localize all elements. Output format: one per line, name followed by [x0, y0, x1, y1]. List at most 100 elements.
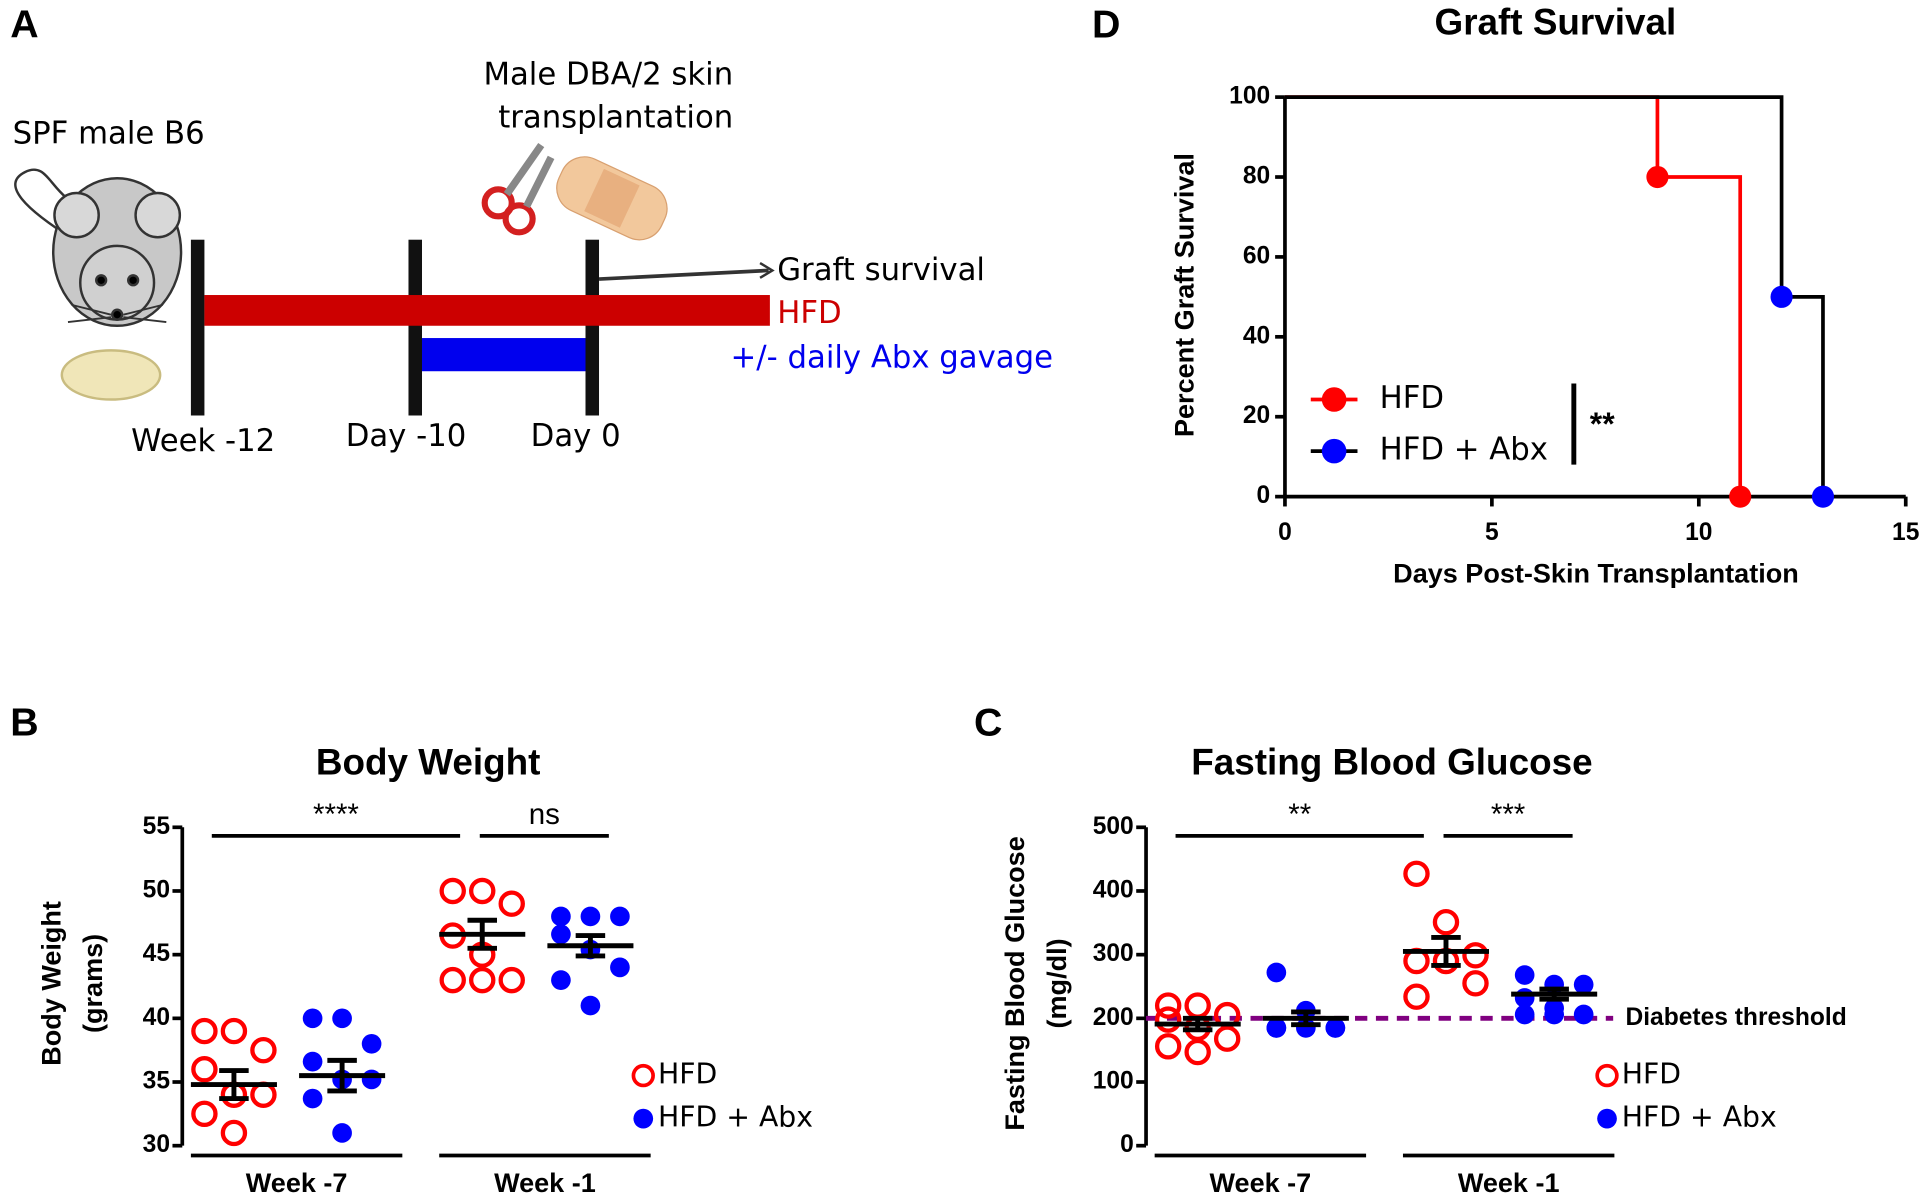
- timepoint-label: Day 0: [531, 418, 621, 454]
- data-point: [302, 1088, 323, 1109]
- panel-label: C: [974, 701, 1002, 745]
- data-point: [1184, 1038, 1211, 1066]
- data-point: [191, 1100, 218, 1128]
- data-point: [551, 970, 571, 990]
- group-label: Week -7: [1210, 1168, 1312, 1198]
- significance-label: ns: [529, 798, 560, 831]
- timeline-marker: [408, 239, 423, 416]
- legend-marker: [633, 1108, 654, 1129]
- data-point: [469, 877, 496, 905]
- data-point: [1462, 970, 1489, 997]
- data-point: [580, 995, 601, 1016]
- mouse-icon: [14, 168, 183, 401]
- y-tick-label: 0: [1257, 482, 1271, 509]
- data-point: [1544, 1004, 1564, 1025]
- significance-label: ****: [313, 798, 359, 831]
- group-label: Week -1: [494, 1168, 596, 1198]
- donor-label: Male DBA/2 skin: [483, 57, 733, 93]
- diet-bar: [204, 295, 770, 326]
- data-point: [302, 1008, 323, 1029]
- event-marker: [1811, 485, 1835, 508]
- threshold-label: Diabetes threshold: [1625, 1004, 1846, 1031]
- data-point: [302, 1051, 323, 1072]
- timeline-marker: [190, 239, 205, 416]
- data-point: [498, 966, 525, 994]
- legend-marker: [631, 1063, 655, 1088]
- scissors-icon: [481, 142, 555, 236]
- event-marker: [1770, 285, 1793, 308]
- y-axis-label: Percent Graft Survival: [1170, 153, 1200, 437]
- chart-title: Fasting Blood Glucose: [1191, 741, 1592, 782]
- timepoint-label: Day -10: [346, 418, 467, 454]
- significance-label: **: [1590, 406, 1615, 442]
- data-point: [220, 1119, 248, 1147]
- data-point: [610, 906, 630, 927]
- data-point: [361, 1033, 382, 1054]
- data-point: [551, 924, 571, 945]
- data-point: [1514, 965, 1535, 985]
- data-point: [1154, 1006, 1182, 1033]
- panel-a: A SPF male B6 Male DBA/2 skin transplant…: [10, 2, 1053, 459]
- chart-title: Graft Survival: [1435, 1, 1677, 42]
- significance-label: ***: [1491, 798, 1526, 831]
- y-tick-label: 100: [1229, 83, 1270, 110]
- error-bar: [327, 1057, 357, 1094]
- legend-marker: [1321, 387, 1347, 412]
- subject-label: SPF male B6: [13, 116, 205, 152]
- data-point: [1184, 992, 1211, 1019]
- readout-arrow: [598, 268, 769, 281]
- data-point: [439, 966, 466, 994]
- y-tick-label: 400: [1093, 876, 1134, 903]
- data-point: [1462, 942, 1489, 969]
- readout-label: Graft survival: [777, 252, 985, 288]
- significance-label: **: [1288, 798, 1311, 831]
- y-tick-label: 100: [1093, 1068, 1134, 1095]
- error-bar: [1539, 986, 1569, 1002]
- x-tick-label: 0: [1278, 519, 1292, 546]
- diet-label: HFD: [777, 295, 841, 331]
- chart-title: Body Weight: [316, 741, 541, 782]
- data-point: [361, 1069, 382, 1090]
- bandage-icon: [556, 156, 668, 241]
- x-tick-label: 5: [1485, 519, 1499, 546]
- error-bar: [1182, 1015, 1213, 1033]
- data-point: [551, 906, 571, 927]
- data-point: [1266, 962, 1287, 983]
- y-tick-label: 40: [1243, 322, 1270, 349]
- data-point: [1403, 983, 1430, 1010]
- data-point: [1154, 1033, 1182, 1060]
- y-tick-label: 30: [143, 1131, 170, 1158]
- x-tick-label: 15: [1892, 519, 1919, 546]
- x-axis-label: Days Post-Skin Transplantation: [1393, 558, 1799, 588]
- y-tick-label: 45: [143, 940, 170, 967]
- data-point: [1154, 992, 1182, 1019]
- data-point: [191, 1056, 218, 1083]
- y-tick-label: 500: [1093, 813, 1134, 840]
- error-bar: [1291, 1009, 1321, 1028]
- data-point: [1403, 860, 1430, 887]
- y-tick-label: 35: [143, 1068, 170, 1095]
- survival-curve: [1284, 95, 1825, 497]
- y-tick-label: 200: [1093, 1004, 1134, 1031]
- legend-marker: [1597, 1108, 1617, 1129]
- data-point: [1573, 974, 1594, 995]
- y-tick-label: 20: [1243, 402, 1270, 429]
- timeline-marker: [585, 239, 600, 416]
- data-point: [1266, 1018, 1287, 1038]
- data-point: [1514, 1004, 1535, 1025]
- legend-marker: [1321, 438, 1347, 464]
- y-tick-label: 80: [1243, 163, 1270, 190]
- group-label: Week -1: [1458, 1168, 1560, 1198]
- error-bar: [1431, 935, 1461, 968]
- legend-marker: [1595, 1063, 1619, 1088]
- event-marker: [1729, 485, 1752, 508]
- data-point: [1325, 1018, 1346, 1038]
- group-label: Week -7: [246, 1168, 348, 1198]
- y-tick-label: 50: [143, 876, 170, 903]
- data-point: [498, 890, 525, 917]
- data-point: [1213, 1025, 1241, 1052]
- error-bar: [575, 933, 606, 959]
- data-point: [580, 906, 601, 927]
- y-axis-label: Body Weight: [36, 901, 66, 1066]
- data-point: [332, 1008, 352, 1029]
